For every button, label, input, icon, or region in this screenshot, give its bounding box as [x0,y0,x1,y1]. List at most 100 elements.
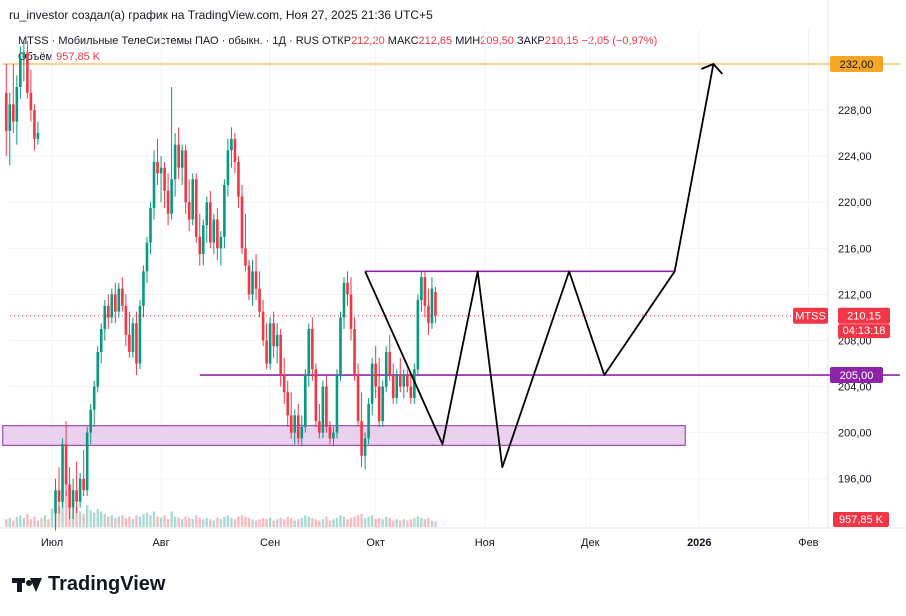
tradingview-brand[interactable]: TradingView [12,573,165,596]
candle-body [8,104,12,131]
candle-body [339,317,342,376]
volume-bar [135,515,138,527]
price-tick-label: 228,00 [838,105,872,117]
candle-body [170,179,173,214]
candle-body [128,334,131,352]
volume-bar [100,511,103,527]
candle-body [159,167,163,174]
support-price-tag-text: 205,00 [840,370,874,382]
candle-body [145,242,149,272]
candle-body [138,305,142,364]
candle [198,213,202,266]
candle [296,403,300,445]
low-label: МИН [455,35,481,47]
candle [374,346,377,399]
candle [103,300,107,341]
candle [124,294,128,347]
candle [170,87,173,220]
volume-bar [282,519,286,527]
candle-body [78,478,82,502]
candle-body [342,282,346,318]
volume-bar [121,515,124,527]
candle-body [29,92,33,111]
candle [244,213,247,272]
candle-body [223,184,226,237]
volume-bar [64,490,68,527]
candle [85,426,89,496]
candle-body [142,271,145,306]
candle [163,161,166,208]
high-label: МАКС [387,35,419,47]
candle-body [363,438,367,456]
candle-body [36,133,40,139]
candle [398,357,402,393]
volume-bar [377,517,381,527]
candle [121,277,124,312]
symbol-line[interactable]: MTSS · Мобильные ТелеСистемы ПАО · обыкн… [18,35,319,47]
volume-bar [85,504,89,527]
price-tick-label: 216,00 [838,243,872,255]
candle [240,184,244,255]
candle-body [402,375,406,387]
candle [187,179,191,232]
candle-body [360,421,363,456]
candle [339,311,342,381]
candle-body [131,323,135,352]
candle [268,317,272,370]
candle [377,357,381,427]
volume-bar [332,519,335,527]
candle [346,271,349,306]
volume-bar [423,519,427,527]
volume-bar [406,520,409,527]
candle-body [254,271,258,289]
candle [335,369,339,439]
candle [254,254,258,301]
volume-bar [177,517,180,527]
volume-bar [360,514,363,527]
volume-bar [251,519,254,527]
close-label: ЗАКР [516,35,545,47]
candle [303,369,307,433]
volume-bar [385,516,388,527]
candle-body [370,363,374,404]
volume-bar [388,517,391,527]
volume-bar [29,519,33,527]
candle [8,92,12,166]
candle [423,271,427,318]
candle-body [377,386,381,422]
volume-bar [314,519,318,527]
volume-bar [265,519,268,527]
candle-body [117,288,121,312]
volume-tag-bg [833,512,889,527]
volume-bar [420,517,423,527]
candle-body [61,444,64,502]
time-tick-label: Ноя [475,537,495,549]
candle [395,369,399,404]
candle-body [152,161,156,208]
candle [89,403,92,445]
volume-bar [321,519,325,527]
candle-body [219,236,223,249]
volume-bar [297,519,300,527]
volume-bar [110,515,114,527]
candle [342,277,346,329]
candle [265,323,268,370]
candle [261,300,265,347]
candle-body [177,144,180,168]
time-tick-label: Июл [41,537,63,549]
volume-bar [258,519,261,527]
volume-bar [290,517,293,527]
volume-bar [342,516,346,527]
candle [409,375,413,404]
volume-bar [339,515,342,527]
candle [321,380,325,439]
volume-bar [184,516,187,527]
candle-body [265,340,268,364]
candle-body [332,432,335,439]
symbol-tag-text: MTSS [795,311,826,323]
symbol-tag-bg [793,307,828,324]
volume-bar [286,516,289,527]
candle [145,236,149,283]
volume-bar [202,519,205,527]
